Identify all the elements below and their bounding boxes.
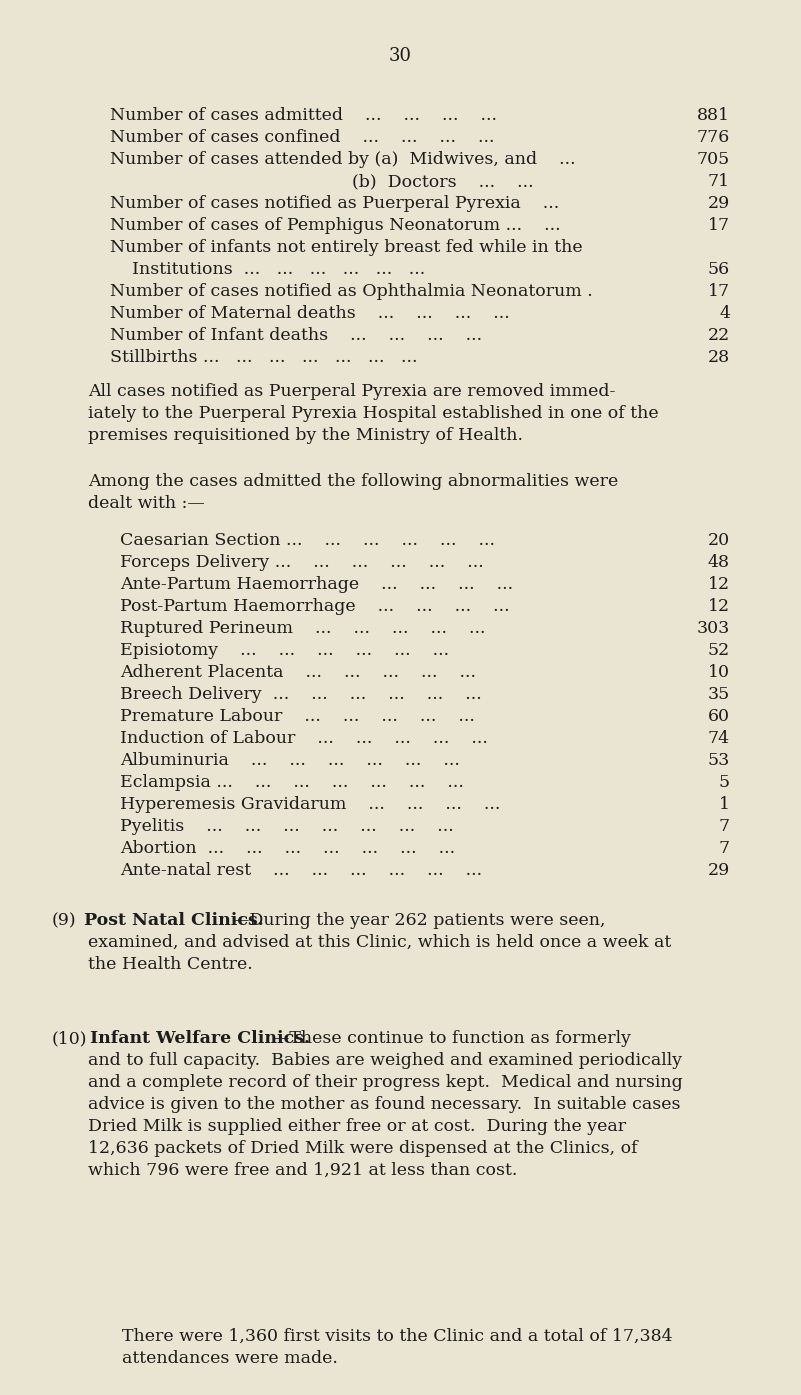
Text: 12,636 packets of Dried Milk were dispensed at the Clinics, of: 12,636 packets of Dried Milk were dispen…	[88, 1140, 638, 1156]
Text: 7: 7	[718, 840, 730, 857]
Text: (b)  Doctors    ...    ...: (b) Doctors ... ...	[110, 173, 533, 190]
Text: which 796 were free and 1,921 at less than cost.: which 796 were free and 1,921 at less th…	[88, 1162, 517, 1179]
Text: 10: 10	[708, 664, 730, 681]
Text: Post Natal Clinics.: Post Natal Clinics.	[84, 912, 264, 929]
Text: Forceps Delivery ...    ...    ...    ...    ...    ...: Forceps Delivery ... ... ... ... ... ...	[120, 554, 484, 571]
Text: —During the year 262 patients were seen,: —During the year 262 patients were seen,	[232, 912, 606, 929]
Text: 12: 12	[708, 576, 730, 593]
Text: and a complete record of their progress kept.  Medical and nursing: and a complete record of their progress …	[88, 1074, 682, 1091]
Text: premises requisitioned by the Ministry of Health.: premises requisitioned by the Ministry o…	[88, 427, 523, 444]
Text: Number of cases confined    ...    ...    ...    ...: Number of cases confined ... ... ... ...	[110, 128, 494, 146]
Text: 20: 20	[708, 531, 730, 550]
Text: 705: 705	[697, 151, 730, 167]
Text: Induction of Labour    ...    ...    ...    ...    ...: Induction of Labour ... ... ... ... ...	[120, 730, 488, 746]
Text: Caesarian Section ...    ...    ...    ...    ...    ...: Caesarian Section ... ... ... ... ... ..…	[120, 531, 495, 550]
Text: 74: 74	[708, 730, 730, 746]
Text: Premature Labour    ...    ...    ...    ...    ...: Premature Labour ... ... ... ... ...	[120, 709, 475, 725]
Text: Number of cases of Pemphigus Neonatorum ...    ...: Number of cases of Pemphigus Neonatorum …	[110, 218, 561, 234]
Text: 4: 4	[719, 306, 730, 322]
Text: the Health Centre.: the Health Centre.	[88, 956, 253, 972]
Text: Among the cases admitted the following abnormalities were: Among the cases admitted the following a…	[88, 473, 618, 490]
Text: Stillbirths ...   ...   ...   ...   ...   ...   ...: Stillbirths ... ... ... ... ... ... ...	[110, 349, 417, 365]
Text: 22: 22	[708, 326, 730, 345]
Text: Breech Delivery  ...    ...    ...    ...    ...    ...: Breech Delivery ... ... ... ... ... ...	[120, 686, 481, 703]
Text: 5: 5	[718, 774, 730, 791]
Text: Hyperemesis Gravidarum    ...    ...    ...    ...: Hyperemesis Gravidarum ... ... ... ...	[120, 797, 501, 813]
Text: Number of Maternal deaths    ...    ...    ...    ...: Number of Maternal deaths ... ... ... ..…	[110, 306, 509, 322]
Text: Episiotomy    ...    ...    ...    ...    ...    ...: Episiotomy ... ... ... ... ... ...	[120, 642, 449, 658]
Text: Number of infants not entirely breast fed while in the: Number of infants not entirely breast fe…	[110, 239, 582, 257]
Text: 7: 7	[718, 817, 730, 836]
Text: Pyelitis    ...    ...    ...    ...    ...    ...    ...: Pyelitis ... ... ... ... ... ... ...	[120, 817, 453, 836]
Text: There were 1,360 first visits to the Clinic and a total of 17,384: There were 1,360 first visits to the Cli…	[122, 1328, 673, 1345]
Text: Number of cases admitted    ...    ...    ...    ...: Number of cases admitted ... ... ... ...	[110, 107, 497, 124]
Text: 1: 1	[719, 797, 730, 813]
Text: Adherent Placenta    ...    ...    ...    ...    ...: Adherent Placenta ... ... ... ... ...	[120, 664, 476, 681]
Text: Ruptured Perineum    ...    ...    ...    ...    ...: Ruptured Perineum ... ... ... ... ...	[120, 619, 485, 638]
Text: Eclampsia ...    ...    ...    ...    ...    ...    ...: Eclampsia ... ... ... ... ... ... ...	[120, 774, 464, 791]
Text: 29: 29	[708, 195, 730, 212]
Text: 52: 52	[708, 642, 730, 658]
Text: Dried Milk is supplied either free or at cost.  During the year: Dried Milk is supplied either free or at…	[88, 1117, 626, 1136]
Text: advice is given to the mother as found necessary.  In suitable cases: advice is given to the mother as found n…	[88, 1096, 681, 1113]
Text: 776: 776	[697, 128, 730, 146]
Text: 17: 17	[708, 218, 730, 234]
Text: 303: 303	[697, 619, 730, 638]
Text: All cases notified as Puerperal Pyrexia are removed immed-: All cases notified as Puerperal Pyrexia …	[88, 384, 615, 400]
Text: 56: 56	[708, 261, 730, 278]
Text: Post-Partum Haemorrhage    ...    ...    ...    ...: Post-Partum Haemorrhage ... ... ... ...	[120, 598, 509, 615]
Text: Number of cases notified as Puerperal Pyrexia    ...: Number of cases notified as Puerperal Py…	[110, 195, 559, 212]
Text: Albuminuria    ...    ...    ...    ...    ...    ...: Albuminuria ... ... ... ... ... ...	[120, 752, 460, 769]
Text: Ante-natal rest    ...    ...    ...    ...    ...    ...: Ante-natal rest ... ... ... ... ... ...	[120, 862, 482, 879]
Text: 12: 12	[708, 598, 730, 615]
Text: Institutions  ...   ...   ...   ...   ...   ...: Institutions ... ... ... ... ... ...	[110, 261, 425, 278]
Text: 881: 881	[697, 107, 730, 124]
Text: 53: 53	[708, 752, 730, 769]
Text: 71: 71	[708, 173, 730, 190]
Text: attendances were made.: attendances were made.	[122, 1350, 338, 1367]
Text: and to full capacity.  Babies are weighed and examined periodically: and to full capacity. Babies are weighed…	[88, 1052, 682, 1069]
Text: Number of cases attended by (a)  Midwives, and    ...: Number of cases attended by (a) Midwives…	[110, 151, 576, 167]
Text: 30: 30	[389, 47, 412, 66]
Text: 60: 60	[708, 709, 730, 725]
Text: Number of cases notified as Ophthalmia Neonatorum .: Number of cases notified as Ophthalmia N…	[110, 283, 593, 300]
Text: Number of Infant deaths    ...    ...    ...    ...: Number of Infant deaths ... ... ... ...	[110, 326, 482, 345]
Text: 48: 48	[708, 554, 730, 571]
Text: —These continue to function as formerly: —These continue to function as formerly	[272, 1030, 631, 1048]
Text: dealt with :—: dealt with :—	[88, 495, 205, 512]
Text: 28: 28	[708, 349, 730, 365]
Text: Ante-Partum Haemorrhage    ...    ...    ...    ...: Ante-Partum Haemorrhage ... ... ... ...	[120, 576, 513, 593]
Text: iately to the Puerperal Pyrexia Hospital established in one of the: iately to the Puerperal Pyrexia Hospital…	[88, 405, 658, 423]
Text: 17: 17	[708, 283, 730, 300]
Text: 29: 29	[708, 862, 730, 879]
Text: (9): (9)	[52, 912, 77, 929]
Text: Abortion  ...    ...    ...    ...    ...    ...    ...: Abortion ... ... ... ... ... ... ...	[120, 840, 455, 857]
Text: (10): (10)	[52, 1030, 87, 1048]
Text: examined, and advised at this Clinic, which is held once a week at: examined, and advised at this Clinic, wh…	[88, 935, 671, 951]
Text: 35: 35	[708, 686, 730, 703]
Text: Infant Welfare Clinics.: Infant Welfare Clinics.	[90, 1030, 310, 1048]
